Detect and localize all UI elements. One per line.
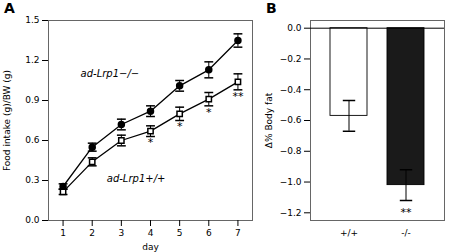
svg-text:3: 3 bbox=[118, 228, 124, 238]
svg-text:6: 6 bbox=[206, 228, 212, 238]
svg-text:Δ% Body fat: Δ% Body fat bbox=[264, 92, 274, 148]
html-text:A: A bbox=[4, 0, 15, 16]
svg-text:0.3: 0.3 bbox=[25, 175, 39, 185]
svg-text:Food intake (g)/BW (g): Food intake (g)/BW (g) bbox=[2, 70, 12, 171]
svg-text:2: 2 bbox=[89, 228, 95, 238]
html-text:B: B bbox=[266, 0, 277, 16]
svg-text:7: 7 bbox=[235, 228, 241, 238]
svg-text:**: ** bbox=[401, 206, 413, 219]
svg-text:−1.0: −1.0 bbox=[280, 177, 302, 187]
svg-text:0.0: 0.0 bbox=[287, 23, 302, 33]
svg-text:−0.4: −0.4 bbox=[280, 85, 302, 95]
svg-text:4: 4 bbox=[148, 228, 154, 238]
svg-text:*: * bbox=[177, 120, 183, 133]
svg-text:1.5: 1.5 bbox=[25, 15, 39, 25]
svg-text:0.6: 0.6 bbox=[25, 135, 40, 145]
svg-text:1.2: 1.2 bbox=[25, 55, 39, 65]
svg-text:+/+: +/+ bbox=[340, 228, 358, 238]
svg-text:−0.8: −0.8 bbox=[280, 146, 302, 156]
svg-text:−0.6: −0.6 bbox=[280, 115, 302, 125]
svg-text:−1.2: −1.2 bbox=[280, 208, 302, 218]
svg-text:*: * bbox=[206, 106, 212, 119]
svg-text:5: 5 bbox=[177, 228, 183, 238]
svg-text:0.9: 0.9 bbox=[25, 95, 40, 105]
svg-text:**: ** bbox=[232, 90, 244, 103]
svg-text:1: 1 bbox=[60, 228, 66, 238]
svg-text:ad-Lrp1+/+: ad-Lrp1+/+ bbox=[107, 173, 166, 184]
svg-text:*: * bbox=[148, 136, 154, 149]
svg-text:-/-: -/- bbox=[401, 228, 411, 238]
svg-text:−0.2: −0.2 bbox=[280, 54, 302, 64]
svg-text:ad-Lrp1−/−: ad-Lrp1−/− bbox=[81, 68, 140, 79]
svg-text:0.0: 0.0 bbox=[25, 215, 40, 225]
svg-text:day: day bbox=[142, 242, 159, 252]
